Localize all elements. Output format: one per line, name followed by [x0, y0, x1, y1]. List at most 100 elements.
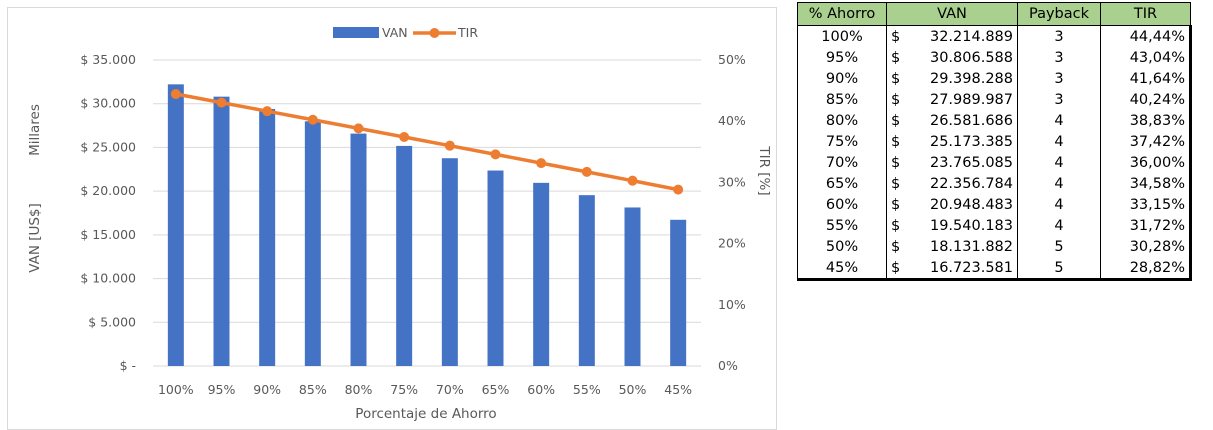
y-axis-title: VAN [US$]: [27, 203, 43, 273]
table-header-row: % Ahorro VAN Payback TIR: [797, 2, 1191, 26]
combo-chart: $ - $ 5.000 $ 10.000 $ 15.000 $ 20.000 $ 25.0…: [7, 7, 777, 430]
legend-tir-label: TIR: [457, 25, 478, 40]
tir-marker: [536, 158, 547, 169]
tir-marker: [353, 123, 364, 134]
cell-tir: 44,44%: [1100, 25, 1192, 47]
cell-van: $32.214.889: [886, 25, 1018, 47]
cell-van-value: 20.948.483: [929, 196, 1013, 213]
cell-tir: 34,58%: [1100, 173, 1192, 194]
tir-line: [175, 92, 679, 192]
x-tick-label: 85%: [299, 382, 327, 397]
cell-van: $18.131.882: [886, 236, 1018, 257]
header-ahorro: % Ahorro: [797, 2, 887, 26]
header-tir: TIR: [1100, 2, 1191, 26]
cell-van: $30.806.588: [886, 47, 1018, 68]
y-tick-label: $ 15.000: [80, 227, 136, 242]
cell-van-value: 25.173.385: [929, 133, 1013, 150]
cell-van: $25.173.385: [886, 131, 1018, 152]
y-units-label: Millares: [27, 104, 43, 156]
cell-ahorro: 80%: [797, 110, 887, 131]
cell-van-currency: $: [891, 217, 901, 234]
cell-payback: 4: [1017, 173, 1101, 194]
bar-van: [487, 170, 504, 366]
table-row: 85% $27.989.987 3 40,24%: [797, 89, 1192, 110]
x-tick-label: 70%: [436, 382, 464, 397]
tir-marker: [673, 184, 684, 195]
cell-tir: 37,42%: [1100, 131, 1192, 152]
table-row: 60% $20.948.483 4 33,15%: [797, 194, 1192, 215]
cell-van-value: 19.540.183: [929, 217, 1013, 234]
tir-marker: [262, 106, 273, 117]
y2-tick-label: 50%: [718, 52, 746, 67]
cell-payback: 4: [1017, 131, 1101, 152]
bar-van: [578, 195, 595, 366]
cell-tir: 36,00%: [1100, 152, 1192, 173]
bar-van: [624, 207, 641, 366]
table-row: 95% $30.806.588 3 43,04%: [797, 47, 1192, 68]
table-row: 100% $32.214.889 3 44,44%: [797, 25, 1192, 47]
cell-van: $29.398.288: [886, 68, 1018, 89]
cell-tir: 43,04%: [1100, 47, 1192, 68]
bar-van: [259, 108, 276, 366]
cell-van-currency: $: [891, 70, 901, 87]
cell-ahorro: 45%: [797, 257, 887, 281]
cell-tir: 30,28%: [1100, 236, 1192, 257]
y-tick-label: $ -: [120, 358, 136, 373]
tir-marker: [627, 175, 638, 186]
x-tick-label: 45%: [664, 382, 692, 397]
cell-van-currency: $: [891, 175, 901, 192]
cell-ahorro: 55%: [797, 215, 887, 236]
cell-tir: 40,24%: [1100, 89, 1192, 110]
cell-van-currency: $: [891, 49, 901, 66]
chart-canvas: $ - $ 5.000 $ 10.000 $ 15.000 $ 20.000 $ 25.0…: [27, 25, 772, 422]
cell-van: $19.540.183: [886, 215, 1018, 236]
tir-marker: [399, 131, 410, 142]
tir-marker: [307, 114, 318, 125]
tir-marker: [490, 149, 501, 160]
cell-van-value: 29.398.288: [929, 70, 1013, 87]
cell-van-currency: $: [891, 91, 901, 108]
tir-marker: [444, 140, 455, 151]
x-tick-label: 80%: [345, 382, 373, 397]
cell-payback: 4: [1017, 215, 1101, 236]
table-row: 70% $23.765.085 4 36,00%: [797, 152, 1192, 173]
cell-tir: 33,15%: [1100, 194, 1192, 215]
cell-ahorro: 50%: [797, 236, 887, 257]
cell-payback: 3: [1017, 25, 1101, 47]
cell-van: $26.581.686: [886, 110, 1018, 131]
bar-van: [670, 219, 687, 366]
cell-payback: 3: [1017, 68, 1101, 89]
tir-marker: [581, 166, 592, 177]
cell-payback: 5: [1017, 236, 1101, 257]
cell-tir: 38,83%: [1100, 110, 1192, 131]
header-van: VAN: [886, 2, 1018, 26]
cell-payback: 3: [1017, 89, 1101, 110]
x-tick-label: 75%: [390, 382, 418, 397]
cell-tir: 41,64%: [1100, 68, 1192, 89]
cell-van: $23.765.085: [886, 152, 1018, 173]
legend-van-label: VAN: [382, 25, 408, 40]
cell-ahorro: 65%: [797, 173, 887, 194]
bar-van: [396, 145, 413, 366]
table-row: 50% $18.131.882 5 30,28%: [797, 236, 1192, 257]
bar-van: [533, 182, 550, 366]
cell-ahorro: 60%: [797, 194, 887, 215]
table-row: 55% $19.540.183 4 31,72%: [797, 215, 1192, 236]
cell-van: $22.356.784: [886, 173, 1018, 194]
x-axis-title: Porcentaje de Ahorro: [355, 406, 496, 422]
cell-payback: 3: [1017, 47, 1101, 68]
cell-van-value: 30.806.588: [929, 49, 1013, 66]
y2-tick-label: 30%: [718, 174, 746, 189]
cell-ahorro: 70%: [797, 152, 887, 173]
y-tick-label: $ 30.000: [80, 96, 136, 111]
cell-van-value: 18.131.882: [929, 238, 1013, 255]
cell-van-currency: $: [891, 28, 901, 45]
y-tick-label: $ 20.000: [80, 183, 136, 198]
cell-van-value: 16.723.581: [929, 259, 1013, 276]
cell-van-value: 27.989.987: [929, 91, 1013, 108]
table-row: 45% $16.723.581 5 28,82%: [797, 257, 1192, 281]
cell-van-currency: $: [891, 238, 901, 255]
tir-marker: [170, 89, 181, 100]
x-tick-label: 100%: [158, 382, 194, 397]
x-tick-label: 60%: [527, 382, 555, 397]
